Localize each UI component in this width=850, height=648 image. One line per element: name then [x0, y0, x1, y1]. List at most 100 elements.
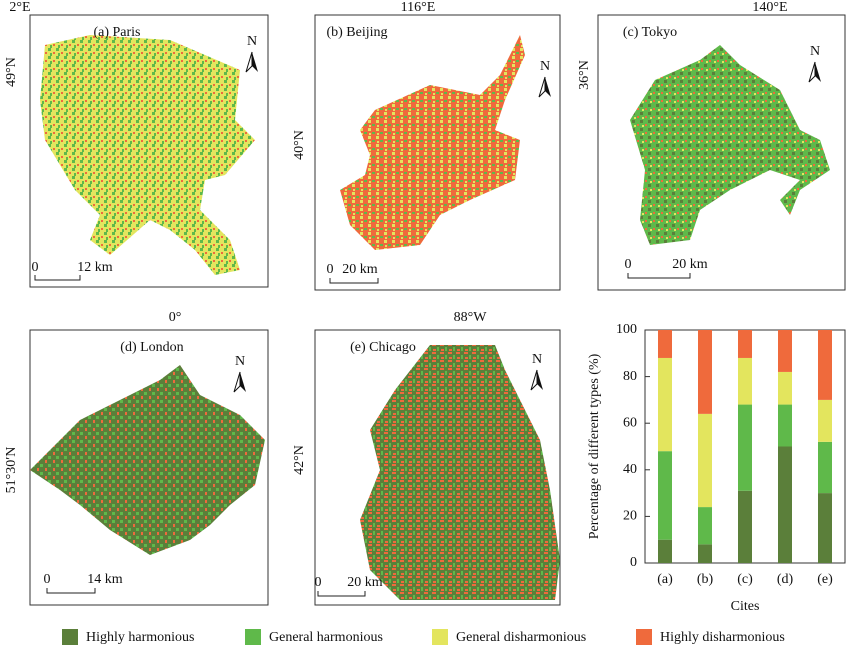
x-axis-title: Cites	[731, 599, 760, 614]
scale-zero: 0	[327, 262, 334, 277]
x-tick-label: (b)	[697, 572, 714, 587]
map-frame	[29, 14, 269, 288]
north-label: N	[540, 59, 550, 74]
bar-segment	[818, 493, 832, 563]
north-arrow	[545, 77, 551, 97]
scale-bar	[627, 273, 691, 279]
scale-distance: 14 km	[87, 572, 123, 587]
bar-segment	[818, 441, 832, 494]
north-arrow	[815, 62, 821, 82]
scale-zero: 0	[44, 572, 51, 587]
scale-zero: 0	[32, 260, 39, 275]
bar-chart: 0 20 40 60 80 100 Percentage of different type…	[587, 322, 846, 614]
bar-segment	[738, 357, 752, 405]
bar-segment	[738, 404, 752, 491]
bar-segment	[658, 357, 672, 452]
x-tick-label: (c)	[737, 572, 753, 587]
y-tick-label: 80	[623, 369, 637, 384]
y-tick-label: 20	[623, 509, 637, 524]
north-arrow	[538, 76, 546, 98]
bar-segment	[698, 413, 712, 508]
bar-segment	[738, 330, 752, 358]
bar-segment	[658, 330, 672, 358]
legend-swatch	[432, 629, 448, 645]
scale-distance: 20 km	[347, 575, 383, 590]
x-tick-label: (e)	[817, 572, 833, 587]
longitude-label: 88°W	[454, 310, 488, 325]
bar-segment	[778, 330, 792, 372]
panel-title: (d) London	[120, 340, 183, 355]
north-arrow	[530, 369, 538, 391]
map-tokyo	[630, 45, 830, 245]
map-chicago	[360, 345, 560, 600]
bar-segment	[658, 539, 672, 563]
north-label: N	[235, 354, 245, 369]
bar-segment	[778, 371, 792, 405]
bar-segment	[778, 446, 792, 563]
latitude-label: 51°30′N	[4, 447, 19, 494]
map-frame	[314, 14, 561, 291]
scale-distance: 20 km	[342, 262, 378, 277]
panel-title: (e) Chicago	[350, 340, 416, 355]
longitude-label: 0°	[169, 310, 182, 325]
longitude-label: 140°E	[752, 0, 787, 15]
x-tick-label: (a)	[657, 572, 673, 587]
scale-zero: 0	[315, 575, 322, 590]
legend-label: Highly harmonious	[86, 630, 195, 645]
y-tick-label: 40	[623, 462, 637, 477]
scale-bar	[34, 275, 81, 281]
longitude-label: 116°E	[401, 0, 436, 15]
panel-title: (c) Tokyo	[623, 25, 677, 40]
bar-segment	[698, 330, 712, 414]
legend-swatch	[636, 629, 652, 645]
y-tick-label: 100	[616, 322, 637, 337]
scale-bar	[46, 588, 96, 594]
y-axis-title: Percentage of different types (%)	[587, 353, 602, 539]
latitude-label: 49°N	[4, 57, 19, 87]
north-label: N	[247, 34, 257, 49]
scale-zero: 0	[625, 257, 632, 272]
longitude-label: 2°E	[9, 0, 30, 15]
map-frame	[314, 329, 561, 606]
bar-segment	[698, 544, 712, 563]
scale-bar	[317, 591, 366, 597]
latitude-label: 36°N	[577, 60, 592, 90]
scale-distance: 20 km	[672, 257, 708, 272]
north-label: N	[532, 352, 542, 367]
panel-title: (b) Beijing	[326, 25, 387, 40]
legend-label: General harmonious	[269, 630, 383, 645]
bar-segment	[738, 490, 752, 563]
map-frame	[597, 14, 846, 291]
map-beijing	[340, 35, 525, 250]
legend-label: Highly disharmonious	[660, 630, 785, 645]
map-frame	[29, 329, 269, 606]
maps	[29, 14, 846, 606]
panel-title: (a) Paris	[93, 25, 140, 40]
north-label: N	[810, 44, 820, 59]
north-arrow	[252, 52, 258, 72]
latitude-label: 40°N	[292, 130, 307, 160]
y-tick-label: 0	[630, 555, 637, 570]
legend-swatch	[62, 629, 78, 645]
bar-segment	[818, 399, 832, 442]
north-arrow	[808, 61, 816, 83]
x-tick-label: (d)	[777, 572, 794, 587]
legend-label: General disharmonious	[456, 630, 586, 645]
north-arrows: N N N N N	[233, 34, 821, 393]
north-arrow	[240, 372, 246, 392]
y-tick-label: 60	[623, 415, 637, 430]
scale-bar	[329, 278, 379, 284]
bar-segment	[658, 451, 672, 540]
map-paris	[40, 35, 255, 275]
bar-segment	[818, 330, 832, 400]
north-arrow	[245, 51, 253, 73]
bar-segment	[778, 404, 792, 447]
bar-segment	[698, 507, 712, 545]
north-arrow	[537, 370, 543, 390]
latitude-label: 42°N	[292, 445, 307, 475]
north-arrow	[233, 371, 241, 393]
map-london	[30, 365, 265, 555]
scale-distance: 12 km	[77, 260, 113, 275]
legend-swatch	[245, 629, 261, 645]
